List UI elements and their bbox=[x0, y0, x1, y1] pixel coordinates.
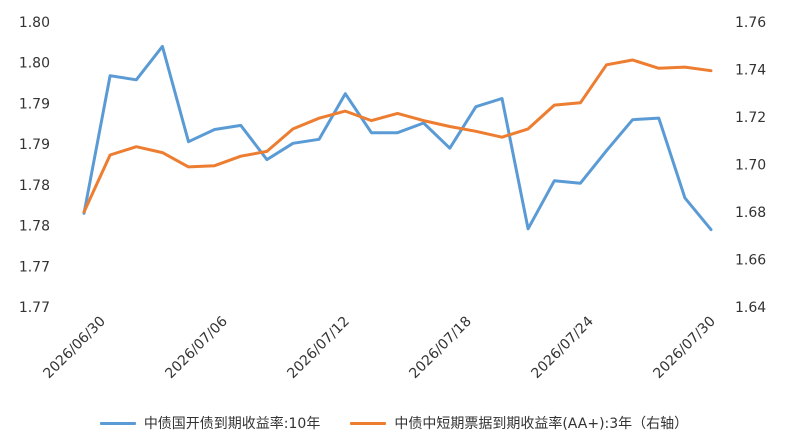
left-axis-tick-label: 1.77 bbox=[19, 300, 50, 316]
left-axis-tick-label: 1.77 bbox=[19, 259, 50, 275]
series-layer bbox=[82, 44, 713, 232]
right-axis-tick-label: 1.66 bbox=[735, 253, 766, 269]
series-line-2 bbox=[82, 58, 713, 214]
x-axis-tick-label: 2026/07/12 bbox=[284, 314, 352, 382]
legend-label-series-1: 中债国开债到期收益率:10年 bbox=[143, 416, 321, 432]
right-axis-tick-label: 1.64 bbox=[735, 300, 766, 316]
left-axis-tick-label: 1.79 bbox=[19, 96, 50, 112]
left-axis-tick-label: 1.78 bbox=[19, 219, 50, 235]
x-axis-ticks: 2026/06/30 2026/07/06 2026/07/12 2026/07/18… bbox=[40, 313, 718, 381]
right-axis-tick-label: 1.70 bbox=[735, 158, 766, 174]
legend: 中债国开债到期收益率:10年 中债中短期票据到期收益率(AA+):3年（右轴） bbox=[0, 408, 788, 438]
left-axis-tick-label: 1.80 bbox=[19, 15, 50, 31]
x-axis-tick-label: 2026/07/18 bbox=[406, 314, 474, 382]
left-axis-ticks: 1.77 1.77 1.78 1.78 1.79 1.79 1.80 1.80 bbox=[19, 15, 50, 316]
series-line-1 bbox=[82, 44, 713, 232]
right-axis-tick-label: 1.74 bbox=[735, 63, 766, 79]
x-axis-tick-label: 2026/07/06 bbox=[162, 313, 230, 381]
right-axis-ticks: 1.64 1.66 1.68 1.70 1.72 1.74 1.76 bbox=[735, 15, 766, 316]
right-axis-tick-label: 1.76 bbox=[735, 15, 766, 31]
x-axis-tick-label: 2026/06/30 bbox=[40, 314, 108, 382]
left-axis-tick-label: 1.79 bbox=[19, 137, 50, 153]
right-axis-tick-label: 1.72 bbox=[735, 110, 766, 126]
left-axis-tick-label: 1.78 bbox=[19, 178, 50, 194]
legend-swatch-series-2 bbox=[350, 421, 387, 425]
right-axis-tick-label: 1.68 bbox=[735, 205, 766, 221]
left-axis-tick-label: 1.80 bbox=[19, 56, 50, 72]
legend-item-series-1: 中债国开债到期收益率:10年 bbox=[99, 413, 321, 433]
legend-label-series-2: 中债中短期票据到期收益率(AA+):3年（右轴） bbox=[394, 416, 689, 432]
legend-item-series-2: 中债中短期票据到期收益率(AA+):3年（右轴） bbox=[350, 413, 688, 433]
x-axis-tick-label: 2026/07/24 bbox=[528, 313, 596, 381]
legend-swatch-series-1 bbox=[99, 421, 136, 425]
x-axis-tick-label: 2026/07/30 bbox=[650, 314, 718, 382]
